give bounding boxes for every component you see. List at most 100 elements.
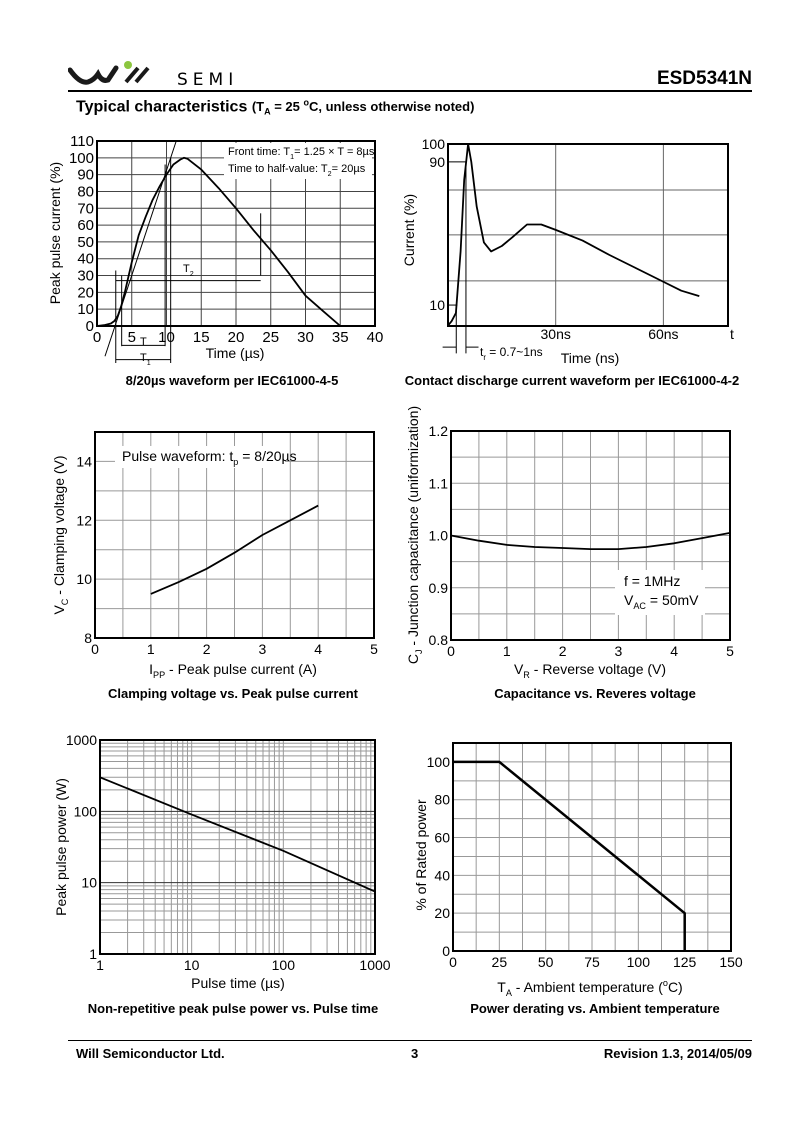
x-tick-label: 50 [538,954,554,970]
chart-annotation: T [140,336,147,348]
x-tick-label: 5 [128,329,136,346]
series-line [450,532,731,550]
chart-1: 0 5 10 15 20 25 30 35 40010203040506070809010011… [47,133,383,388]
y-tick-label: 100 [422,136,446,152]
text-part: AC [633,601,646,611]
y-tick-label: 1000 [66,732,97,748]
chart-5: 1 10 100 1000 1 10 100 1000 Pulse time (µs) Peak … [53,732,391,1016]
text-part: = 20µs [332,163,366,175]
text-part: r [483,353,486,362]
x-tick-label: 4 [670,643,678,659]
x-axis-label: IPP - Peak pulse current (A) [149,661,317,680]
chart-annotation: Front time: T1= 1.25 × T = 8µs [228,146,375,161]
grid [99,740,375,955]
x-tick-label: 3 [615,643,623,659]
x-axis-label: Pulse time (µs) [191,975,285,991]
y-tick-label: 40 [77,251,94,268]
chart-6: 0 25 50 75 100 125 150 0 20 40 60 80 100 TA - Ambient… [413,742,743,1016]
text-part: V [514,661,524,677]
text-part: Time to half-value: T [228,163,328,175]
brand-name: SEMI [177,70,239,90]
y-tick-label: 0 [442,943,450,959]
x-tick-label: 1000 [359,957,390,973]
text-part: Pulse time (µs) [191,975,285,991]
text-part: = 0.7~1ns [486,345,543,359]
text-part: f = 1MHz [624,573,680,589]
x-tick-label: 10 [184,957,200,973]
y-tick-label: 30 [77,268,94,285]
y-tick-label: 10 [429,297,445,313]
y-tick-label: 60 [77,217,94,234]
logo-dot [124,61,132,69]
x-tick-label: 20 [228,329,245,346]
cond-part: = 25 [270,99,304,115]
footer-revision: Revision 1.3, 2014/05/09 [603,1046,752,1061]
x-tick-label: 2 [203,641,211,657]
text-part: Peak pulse current (%) [47,162,63,304]
y-tick-label: 60 [434,830,450,846]
y-axis-label: Peak pulse current (%) [47,162,63,304]
y-axis-label: % of Rated power [413,799,429,911]
y-tick-label: 8 [84,630,92,646]
text-part: T [140,336,147,348]
y-tick-label: 10 [76,571,92,587]
chart-2: 30ns 60ns t 100 90 10 Time (ns) Current (%) Cont… [401,136,739,388]
chart-title: Capacitance vs. Reveres voltage [494,686,696,701]
x-tick-label: 4 [314,641,322,657]
x-tick-label: 60ns [648,326,678,342]
text-part: - Peak pulse current (A) [165,661,317,677]
part-number: ESD5341N [656,68,752,89]
section-heading: Typical characteristics (TA = 25 oC, unl… [76,98,474,117]
x-tick-label: 0 [91,641,99,657]
text-part: - Clamping voltage (V) [51,455,67,598]
text-part: 2 [190,270,194,278]
grid [448,144,728,326]
chart-annotation: T2 [183,263,194,278]
x-tick-label: 125 [673,954,697,970]
x-tick-label: 5 [370,641,378,657]
text-part: J [414,649,424,654]
y-tick-label: 100 [69,150,94,167]
y-tick-label: 110 [70,133,94,150]
y-tick-label: 1.0 [429,528,449,544]
text-part: Front time: T [228,146,290,158]
y-tick-label: 10 [81,875,97,891]
chart-annotation: Time to half-value: T2= 20µs [228,163,366,178]
y-tick-label: 14 [76,453,92,469]
text-part: - Ambient temperature ( [512,979,663,995]
footer-page-number: 3 [411,1046,419,1061]
x-tick-label: 100 [627,954,651,970]
x-tick-label: 150 [719,954,743,970]
x-tick-label: t [730,326,734,342]
x-tick-label: 100 [272,957,296,973]
chart-title: 8/20µs waveform per IEC61000-4-5 [126,373,339,388]
header-divider [68,90,752,92]
cond-part: C, unless otherwise noted) [308,99,475,115]
text-part: V [624,592,634,608]
x-tick-label: 1 [147,641,155,657]
text-part: Peak pulse power (W) [53,778,69,916]
cond-sub: A [264,106,271,117]
text-part: T [183,263,190,275]
series-line [96,156,341,327]
plot-frame [96,140,376,327]
section-title: Typical characteristics [76,98,248,116]
x-tick-label: 0 [447,643,455,659]
text-part: o [663,978,668,988]
text-part: p [233,457,238,467]
x-tick-label: 0 [449,954,457,970]
x-tick-label: 75 [584,954,600,970]
annotation-box [615,570,705,615]
text-part: PP [153,670,165,680]
y-axis-label: Current (%) [401,194,417,266]
chart-annotation: Pulse waveform: tp = 8/20µs [122,448,297,467]
grid [452,742,732,952]
cond-part: (T [251,99,265,115]
text-part: Time (µs) [206,345,265,361]
series-line [150,504,319,595]
y-tick-label: 90 [429,154,445,170]
y-tick-label: 20 [434,905,450,921]
chart-title: Power derating vs. Ambient temperature [470,1001,719,1016]
section-condition: (TA = 25 oC, unless otherwise noted) [251,98,475,117]
